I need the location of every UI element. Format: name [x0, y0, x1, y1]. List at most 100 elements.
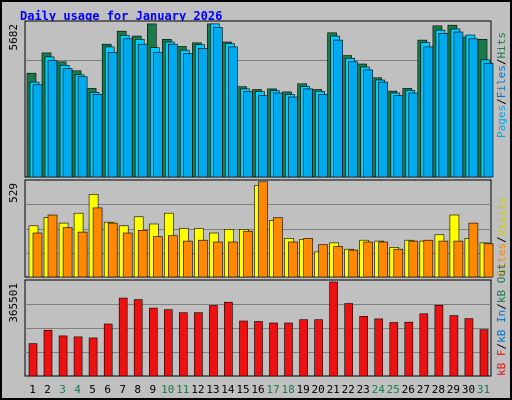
kb-bar	[43, 329, 53, 377]
sites-bar	[228, 241, 238, 278]
day-label: 20	[311, 383, 324, 396]
day-label: 30	[462, 383, 475, 396]
kb-bar	[299, 319, 308, 377]
sites-bar	[243, 230, 253, 278]
sites-bar	[438, 240, 449, 278]
kb-bar	[28, 343, 38, 377]
pages-bar	[378, 81, 389, 178]
kb-bar	[209, 305, 218, 377]
pages-bar	[483, 62, 494, 178]
pages-bar	[468, 38, 479, 178]
legend-top: Pages/Files/Hits	[495, 32, 508, 138]
day-label: 11	[176, 383, 189, 396]
sites-bar	[303, 238, 313, 278]
pages-bar	[62, 68, 73, 178]
kb-bar	[73, 336, 83, 377]
legend-kb-f: kB F	[495, 350, 508, 377]
sites-bar	[453, 240, 464, 278]
sites-bar	[107, 222, 118, 278]
legend-mid: Sites/Visits	[495, 197, 508, 277]
day-label: 2	[44, 383, 51, 396]
day-label: 1	[29, 383, 36, 396]
kb-bar	[389, 322, 399, 377]
legend-kb-out: kB Out	[495, 263, 508, 303]
kb-bar	[103, 323, 113, 377]
day-label: 6	[104, 383, 111, 396]
sites-bar	[153, 236, 163, 278]
legend-files: Files	[495, 65, 508, 98]
pages-bar	[228, 46, 238, 178]
sites-bar	[77, 231, 88, 278]
pages-bar	[318, 94, 328, 178]
pages-bar	[153, 51, 163, 178]
day-label: 19	[296, 383, 309, 396]
kb-bar	[404, 321, 414, 377]
pages-bar	[243, 91, 253, 178]
day-label: 9	[149, 383, 156, 396]
sites-bar	[183, 240, 193, 278]
sites-bar	[62, 227, 73, 278]
sites-bar	[483, 243, 494, 278]
chart-title: Daily usage for January 2026	[20, 9, 223, 23]
legend-bot: kB F/kB In/kB Out	[495, 263, 508, 376]
kb-bar	[179, 312, 188, 377]
pages-bar	[47, 60, 58, 178]
kb-bar	[284, 322, 293, 377]
legend-sites: Sites	[495, 243, 508, 276]
day-label: 3	[59, 383, 66, 396]
day-label: 22	[342, 383, 355, 396]
pages-bar	[288, 96, 298, 178]
kb-bar	[314, 319, 323, 377]
day-label: 18	[281, 383, 294, 396]
kb-bar	[449, 315, 459, 377]
sites-bar	[288, 241, 298, 278]
sites-bar	[468, 222, 479, 278]
kb-bar	[224, 301, 233, 377]
sites-bar	[213, 241, 223, 278]
sites-bar	[318, 244, 328, 278]
kb-bar	[419, 313, 429, 377]
kb-bar	[118, 297, 128, 377]
legend-pages: Pages	[495, 105, 508, 138]
sites-bar	[393, 248, 404, 278]
ymax-label-mid: 529	[7, 183, 20, 203]
sites-bar	[168, 235, 178, 278]
sites-bar	[92, 207, 103, 278]
day-label: 5	[89, 383, 96, 396]
pages-bar	[393, 95, 404, 178]
sites-bar	[333, 246, 343, 278]
day-label: 8	[134, 383, 141, 396]
pages-bar	[408, 92, 419, 178]
day-label: 31	[477, 383, 490, 396]
sites-bar	[258, 181, 268, 278]
sites-bar	[348, 249, 359, 278]
pages-bar	[107, 51, 118, 178]
legend-sep: /	[495, 343, 508, 350]
day-label: 16	[251, 383, 264, 396]
day-label: 14	[221, 383, 235, 396]
pages-bar	[363, 69, 374, 178]
pages-bar	[213, 27, 223, 178]
legend-sep: /	[495, 98, 508, 105]
pages-bar	[453, 31, 464, 178]
pages-bar	[258, 95, 268, 178]
sites-bar	[198, 239, 208, 278]
kb-bar	[194, 312, 203, 377]
sites-bar	[137, 230, 148, 278]
sites-bar	[273, 217, 283, 278]
ymax-label-bot: 365501	[7, 283, 20, 323]
sites-bar	[122, 232, 133, 278]
day-label: 7	[119, 383, 126, 396]
kb-bar	[88, 337, 98, 377]
pages-bar	[32, 84, 43, 178]
day-label: 24	[372, 383, 386, 396]
kb-bar	[149, 307, 158, 377]
pages-bar	[303, 88, 313, 178]
day-label: 12	[191, 383, 204, 396]
day-label: 27	[417, 383, 430, 396]
sites-bar	[32, 232, 43, 278]
kb-bar	[479, 329, 489, 377]
sites-bar	[378, 241, 389, 278]
kb-bar	[434, 304, 444, 377]
pages-bar	[423, 46, 434, 178]
